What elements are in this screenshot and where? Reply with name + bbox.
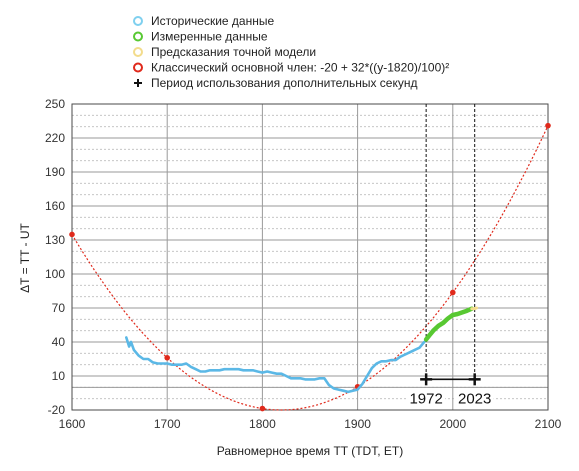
legend-label: Классический основной член: -20 + 32*((y… xyxy=(151,61,449,75)
parabola-point xyxy=(259,405,266,412)
classical-parabola-line xyxy=(71,125,549,411)
parabola-point xyxy=(164,354,170,361)
y-tick-label: 250 xyxy=(45,97,65,111)
y-tick-label: 40 xyxy=(52,335,66,349)
leap-end-label: 2023 xyxy=(458,390,491,407)
parabola-point xyxy=(69,231,75,238)
legend-marker xyxy=(133,16,143,26)
legend-marker xyxy=(133,31,143,42)
label-background xyxy=(455,388,494,407)
legend-label: Измеренные данные xyxy=(151,30,268,44)
x-axis-title: Равномерное время TT (TDT, ET) xyxy=(217,444,403,458)
x-tick-label: 1900 xyxy=(344,417,371,431)
y-tick-label: 190 xyxy=(45,165,65,179)
legend-marker xyxy=(133,62,143,73)
y-tick-label: -20 xyxy=(48,403,66,417)
axis-titles: Равномерное время TT (TDT, ET) ΔT = TT -… xyxy=(18,222,403,458)
prediction-line xyxy=(470,306,479,311)
plot-background xyxy=(72,104,548,410)
y-axis-title: ΔT = TT - UT xyxy=(18,222,32,292)
legend-label: Предсказания точной модели xyxy=(151,45,316,59)
legend: Исторические данные Измеренные данныеПред… xyxy=(133,14,449,90)
y-tick-label: 100 xyxy=(45,267,65,281)
x-tick-label: 1700 xyxy=(154,417,181,431)
legend-label: Исторические данные xyxy=(151,14,274,28)
parabola-point xyxy=(545,122,551,129)
y-tick-label: 10 xyxy=(52,369,66,383)
legend-marker xyxy=(133,47,143,57)
label-background xyxy=(407,388,446,407)
leap-start-label: 1972 xyxy=(409,390,442,407)
x-tick-label: 2100 xyxy=(535,417,562,431)
x-tick-label: 1600 xyxy=(59,417,86,431)
x-tick-label: 1800 xyxy=(249,417,276,431)
plot-area: -20 10 40 70 100 130 160 190 220 250 1600 1700 1800 1… xyxy=(45,97,562,431)
x-tick-label: 2000 xyxy=(439,417,466,431)
plot-frame xyxy=(71,103,549,411)
y-tick-label: 160 xyxy=(45,199,65,213)
y-tick-label: 130 xyxy=(45,233,65,247)
legend-label: Период использования дополнительных секу… xyxy=(151,76,417,90)
parabola-point xyxy=(450,289,456,296)
y-tick-label: 70 xyxy=(52,301,66,315)
historical-data-line xyxy=(125,336,426,394)
y-tick-label: 220 xyxy=(45,131,65,145)
measured-data-line xyxy=(423,306,475,342)
